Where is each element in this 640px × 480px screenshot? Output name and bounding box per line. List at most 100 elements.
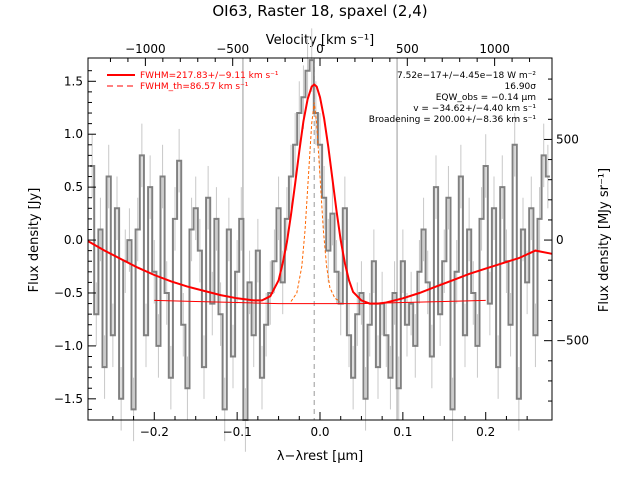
data-point: [476, 345, 479, 347]
data-point: [95, 313, 98, 315]
data-point: [182, 323, 185, 326]
data-point: [509, 323, 512, 326]
data-point: [331, 212, 334, 215]
x-tick-label: 0.2: [476, 425, 495, 439]
data-point: [352, 376, 354, 379]
data-point: [393, 292, 396, 294]
data-point: [451, 408, 454, 411]
data-point: [145, 334, 147, 337]
data-point: [538, 218, 541, 220]
right-tick-label: 500: [556, 132, 579, 146]
data-point: [112, 334, 114, 337]
data-point: [136, 228, 139, 231]
data-point: [277, 207, 280, 210]
top-tick-label: 500: [396, 42, 419, 56]
data-point: [219, 313, 222, 315]
data-point: [373, 260, 375, 263]
data-point: [240, 218, 243, 220]
top-tick-label: −1000: [125, 42, 166, 56]
data-point: [439, 313, 441, 315]
data-point: [215, 218, 218, 220]
annotation-flux: 7.52e−17+/−4.45e−18 W m⁻²: [397, 71, 536, 81]
right-axis-label: Flux density [MJy sr⁻¹]: [597, 168, 612, 312]
data-point: [426, 281, 429, 284]
data-point: [542, 154, 545, 157]
data-point: [265, 323, 267, 326]
data-point: [149, 186, 151, 188]
data-point: [107, 175, 110, 178]
data-point: [128, 239, 131, 241]
data-point: [526, 281, 528, 284]
x-axis-label: λ−λrest [μm]: [277, 449, 363, 464]
data-point: [132, 408, 135, 411]
data-point: [484, 165, 487, 167]
data-point: [443, 260, 446, 263]
data-point: [344, 207, 346, 210]
annotation-eqw: EQW_obs = −0.14 μm: [436, 93, 536, 103]
data-point: [335, 271, 338, 273]
annotation-sigma: 16.90σ: [505, 82, 537, 92]
data-point: [319, 143, 321, 146]
data-point: [157, 345, 160, 347]
data-point: [120, 398, 122, 400]
data-point: [460, 175, 462, 178]
data-point: [302, 96, 305, 98]
x-tick-label: 0.0: [310, 425, 329, 439]
data-point: [236, 271, 238, 273]
data-point: [323, 196, 325, 199]
data-point: [410, 302, 412, 305]
top-tick-label: −500: [216, 42, 249, 56]
data-point: [261, 376, 263, 379]
annotation-broadening: Broadening = 200.00+/−8.36 km s⁻¹: [369, 115, 537, 125]
data-point: [99, 228, 102, 231]
data-point: [232, 355, 234, 358]
data-point: [165, 292, 168, 294]
data-point: [389, 376, 392, 379]
data-point: [199, 249, 201, 252]
data-point: [547, 175, 549, 178]
chart-title: OI63, Raster 18, spaxel (2,4): [212, 2, 427, 20]
data-point: [141, 154, 143, 157]
data-point: [513, 143, 516, 146]
data-point: [501, 186, 504, 188]
annotation-velocity: v = −34.62+/−4.40 km s⁻¹: [413, 104, 536, 114]
data-point: [497, 366, 499, 368]
data-point: [356, 313, 359, 315]
data-point: [306, 69, 309, 72]
top-axis-label: Velocity [km s⁻¹]: [266, 33, 374, 48]
data-point: [161, 175, 164, 178]
data-point: [385, 334, 388, 337]
data-point: [472, 292, 475, 294]
right-tick-label: 0: [556, 233, 564, 247]
data-point: [455, 271, 458, 273]
data-point: [281, 281, 284, 284]
data-point: [435, 186, 437, 188]
y-tick-label: −0.5: [54, 286, 83, 300]
data-point: [298, 112, 301, 114]
plot-area: [87, 28, 553, 452]
data-point: [414, 345, 417, 347]
fit-annotations: 7.52e−17+/−4.45e−18 W m⁻² 16.90σ EQW_obs…: [369, 71, 537, 125]
top-tick-label: 0: [316, 42, 324, 56]
right-tick-label: −500: [556, 334, 589, 348]
data-point: [348, 334, 350, 337]
data-point: [257, 249, 259, 252]
y-tick-label: 0.0: [64, 233, 83, 247]
data-point: [103, 366, 106, 368]
legend: FWHM=217.83+/−9.11 km s⁻¹ FWHM_th=86.57 …: [107, 71, 279, 92]
data-point: [364, 398, 367, 400]
data-point: [522, 228, 524, 231]
data-point: [116, 207, 118, 210]
data-point: [211, 302, 214, 305]
data-point: [294, 143, 296, 146]
data-point: [534, 334, 537, 337]
data-point: [170, 376, 172, 379]
legend-label-fwhm-th: FWHM_th=86.57 km s⁻¹: [140, 82, 249, 92]
data-point: [327, 249, 330, 252]
data-point: [203, 366, 205, 368]
data-point: [286, 218, 288, 220]
data-point: [530, 207, 533, 210]
data-point: [402, 260, 404, 263]
data-point: [447, 196, 450, 199]
